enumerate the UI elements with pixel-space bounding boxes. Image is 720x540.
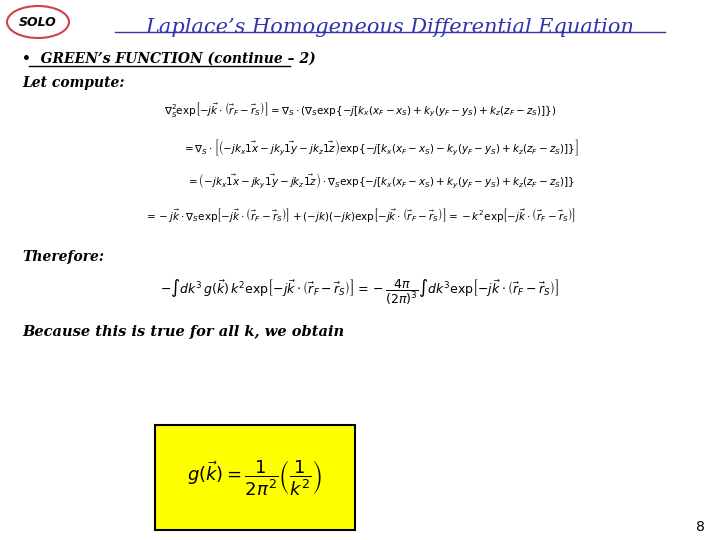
Text: Laplace’s Homogeneous Differential Equation: Laplace’s Homogeneous Differential Equat… (145, 18, 634, 37)
Text: SOLO: SOLO (19, 16, 57, 29)
FancyBboxPatch shape (155, 425, 355, 530)
Text: $= \left(-jk_x\vec{1x} - jk_y\vec{1y} - jk_z\vec{1z}\right) \cdot \nabla_S \exp\: $= \left(-jk_x\vec{1x} - jk_y\vec{1y} - … (186, 172, 575, 191)
Text: 8: 8 (696, 520, 704, 534)
Text: $= -j\vec{k}\cdot\nabla_S\exp\!\left[-j\vec{k}\cdot\left(\vec{r}_F-\vec{r}_S\rig: $= -j\vec{k}\cdot\nabla_S\exp\!\left[-j\… (144, 206, 576, 224)
Ellipse shape (7, 6, 69, 38)
Text: Let compute:: Let compute: (22, 76, 125, 90)
Text: $= \nabla_S \cdot \left[\left(-jk_x\vec{1x} - jk_y\vec{1y} - jk_z\vec{1z}\right): $= \nabla_S \cdot \left[\left(-jk_x\vec{… (181, 138, 578, 158)
Text: $-\int dk^3\, g(\vec{k})\,k^2 \exp\!\left[-j\vec{k}\cdot\left(\vec{r}_F-\vec{r}_: $-\int dk^3\, g(\vec{k})\,k^2 \exp\!\lef… (161, 278, 559, 307)
Text: $\nabla_S^2 \exp\!\left[-j\vec{k}\cdot\left(\vec{r}_F - \vec{r}_S\right)\right] : $\nabla_S^2 \exp\!\left[-j\vec{k}\cdot\l… (163, 100, 557, 119)
Text: $g(\vec{k}) = \dfrac{1}{2\pi^2}\left(\dfrac{1}{k^2}\right)$: $g(\vec{k}) = \dfrac{1}{2\pi^2}\left(\df… (187, 458, 323, 497)
Text: Because this is true for all k, we obtain: Because this is true for all k, we obtai… (22, 325, 344, 339)
Text: Therefore:: Therefore: (22, 250, 104, 264)
Text: •  GREEN’s FUNCTION (continue – 2): • GREEN’s FUNCTION (continue – 2) (22, 52, 316, 66)
